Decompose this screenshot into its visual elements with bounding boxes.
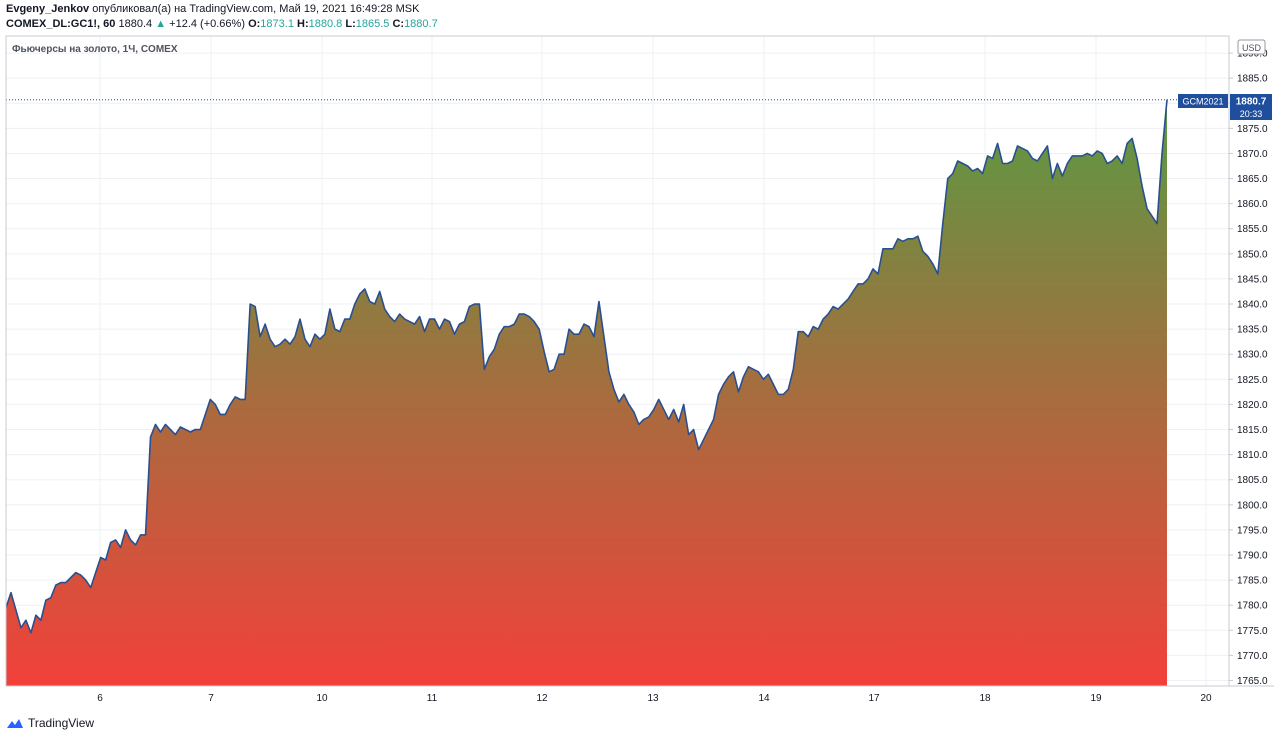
y-tick-label: 1770.0: [1237, 651, 1268, 662]
low-label: L:: [345, 18, 356, 30]
y-tick-label: 1875.0: [1237, 124, 1268, 135]
chart-title: Фьючерсы на золото, 1Ч, COMEX: [12, 44, 178, 55]
y-tick-label: 1775.0: [1237, 626, 1268, 637]
x-tick-label: 17: [868, 693, 880, 704]
footer-brand[interactable]: TradingView: [6, 716, 94, 730]
y-tick-label: 1815.0: [1237, 425, 1268, 436]
y-tick-label: 1785.0: [1237, 576, 1268, 587]
y-tick-label: 1765.0: [1237, 676, 1268, 687]
y-tick-label: 1850.0: [1237, 249, 1268, 260]
price-tag-value: 1880.7: [1236, 97, 1267, 108]
publication-line: Evgeny_Jenkov опубликовал(а) на TradingV…: [6, 3, 419, 15]
y-tick-label: 1810.0: [1237, 450, 1268, 461]
ohlc-line: COMEX_DL:GC1!, 60 1880.4 ▲ +12.4 (+0.66%…: [6, 18, 438, 30]
author-name[interactable]: Evgeny_Jenkov: [6, 3, 90, 15]
high-label: H:: [297, 18, 309, 30]
symbol-tag-label: GCM2021: [1182, 97, 1223, 107]
y-tick-label: 1805.0: [1237, 475, 1268, 486]
open-value: 1873.1: [260, 18, 294, 30]
x-tick-label: 13: [647, 693, 659, 704]
last-price: 1880.4: [118, 18, 153, 30]
low-value: 1865.5: [355, 18, 390, 30]
last-price-tag: GCM2021 1880.7 20:33: [1178, 94, 1272, 120]
currency-badge[interactable]: [1237, 39, 1266, 55]
price-area: [6, 99, 1167, 686]
x-tick-label: 6: [97, 693, 103, 704]
y-tick-label: 1780.0: [1237, 601, 1268, 612]
symbol-label: COMEX_DL:GC1!, 60: [6, 18, 116, 30]
y-tick-label: 1790.0: [1237, 550, 1268, 561]
x-tick-label: 7: [208, 693, 214, 704]
y-tick-label: 1800.0: [1237, 500, 1268, 511]
x-tick-label: 20: [1200, 693, 1212, 704]
tradingview-logo-icon: [7, 719, 23, 728]
open-label: O:: [248, 18, 261, 30]
x-tick-label: 19: [1090, 693, 1102, 704]
published-text: опубликовал(а) на TradingView.com, Май 1…: [89, 3, 420, 15]
x-tick-label: 12: [536, 693, 548, 704]
time-axis[interactable]: 6 7 10 11 12 13 14 17 18 19 20: [97, 693, 1212, 704]
high-value: 1880.8: [308, 18, 343, 30]
y-tick-label: 1830.0: [1237, 350, 1268, 361]
symbol-tag: [1178, 94, 1228, 108]
x-tick-label: 14: [758, 693, 770, 704]
y-tick-label: 1865.0: [1237, 174, 1268, 185]
y-tick-label: 1840.0: [1237, 300, 1268, 311]
y-tick-label: 1835.0: [1237, 325, 1268, 336]
y-tick-label: 1885.0: [1237, 74, 1268, 85]
y-tick-label: 1870.0: [1237, 149, 1268, 160]
y-tick-label: 1820.0: [1237, 400, 1268, 411]
x-tick-label: 11: [427, 693, 438, 704]
change-arrow-icon: ▲: [155, 18, 167, 30]
price-axis[interactable]: 1765.0 1770.0 1775.0 1780.0 1785.0 1790.0 1795…: [1229, 49, 1268, 687]
price-tag: [1230, 94, 1272, 120]
y-tick-label: 1845.0: [1237, 274, 1268, 285]
close-label: C:: [392, 18, 405, 30]
x-tick-label: 18: [979, 693, 991, 704]
y-tick-label: 1795.0: [1237, 525, 1268, 536]
y-tick-label: 1855.0: [1237, 224, 1268, 235]
brand-name: TradingView: [28, 716, 95, 730]
x-tick-label: 10: [316, 693, 328, 704]
y-tick-label: 1825.0: [1237, 375, 1268, 386]
close-value: 1880.7: [404, 18, 438, 30]
y-tick-label: 1860.0: [1237, 199, 1268, 210]
price-line: [6, 99, 1168, 634]
price-tag-countdown: 20:33: [1240, 109, 1263, 119]
change-value: +12.4 (+0.66%): [169, 18, 245, 30]
currency-label: USD: [1242, 43, 1262, 53]
